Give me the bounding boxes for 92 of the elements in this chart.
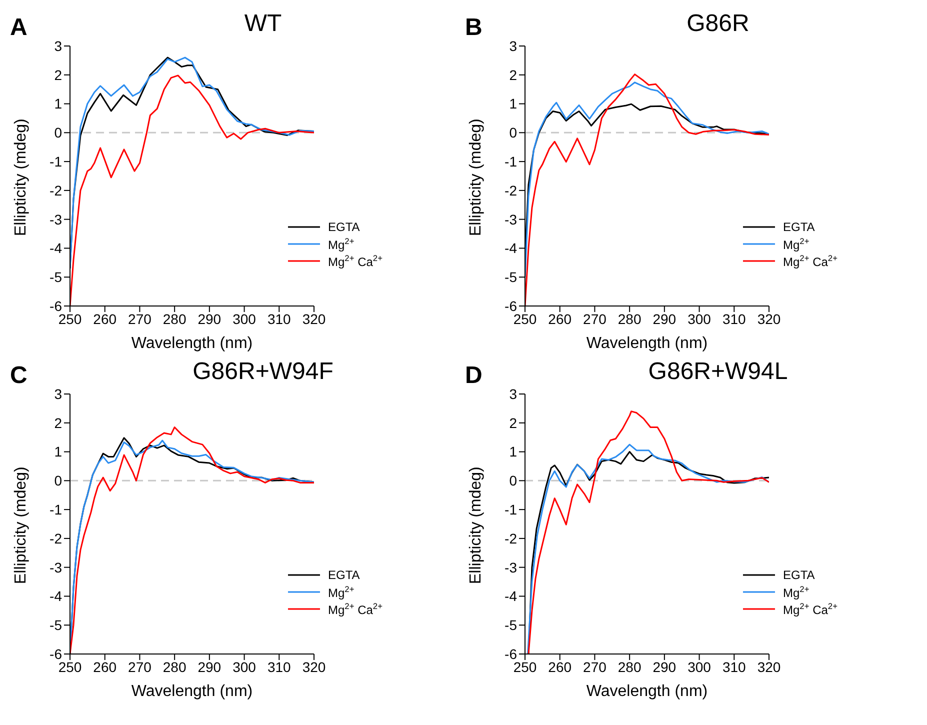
y-tick-label: -2	[504, 182, 518, 198]
x-tick-label: 280	[618, 310, 642, 327]
y-tick-label: -3	[504, 211, 518, 228]
y-tick-label: 1	[509, 96, 518, 112]
x-tick-label: 320	[302, 310, 326, 327]
x-tick-label: 270	[128, 310, 152, 327]
text: D	[465, 362, 482, 390]
chart-title: WT	[243, 10, 283, 38]
x-axis-title: Wavelength (nm)	[586, 683, 708, 700]
y-tick-label: -4	[504, 588, 518, 604]
y-tick-label: -1	[50, 502, 62, 518]
y-tick-label: 0	[509, 124, 518, 141]
y-tick-label: 3	[509, 38, 518, 54]
legend-label: EGTA	[328, 568, 360, 582]
y-tick-label: 1	[54, 444, 62, 460]
x-tick-label: 260	[548, 658, 572, 675]
legend-label: Mg$^{2+}$ Ca$^{2+}$	[783, 600, 838, 616]
y-tick-label: -3	[504, 559, 518, 576]
legend-label: EGTA	[328, 220, 360, 234]
y-tick-label: -1	[504, 502, 518, 518]
y-axis-title: Ellipticity (mdeg)	[468, 118, 485, 236]
x-tick-label: 290	[652, 310, 676, 327]
legend-label: EGTA	[783, 568, 815, 582]
legend-label: Mg$^{2+}$	[328, 236, 354, 252]
legend-label: Mg$^{2+}$	[783, 236, 810, 252]
legend-label: EGTA	[783, 220, 815, 234]
x-tick-label: 270	[583, 310, 607, 327]
text: A	[10, 14, 28, 42]
x-tick-label: 320	[302, 658, 326, 675]
x-tick-label: 300	[232, 658, 256, 675]
legend-label: Mg$^{2+}$ Ca$^{2+}$	[328, 252, 382, 268]
x-axis-title: Wavelength (nm)	[131, 683, 253, 700]
x-tick-label: 300	[688, 658, 712, 675]
y-tick-label: -4	[50, 588, 62, 604]
x-tick-label: 260	[93, 310, 117, 327]
y-axis-title: Ellipticity (mdeg)	[12, 118, 30, 236]
y-tick-label: 0	[54, 472, 62, 489]
y-tick-label: 3	[509, 386, 518, 402]
chart-title: G86R	[686, 10, 750, 38]
x-tick-label: 260	[548, 310, 572, 327]
y-axis-title: Ellipticity (mdeg)	[468, 466, 485, 584]
chart-title: G86R+W94L	[647, 358, 789, 386]
x-tick-label: 310	[722, 310, 746, 327]
x-tick-label: 310	[722, 658, 746, 675]
y-axis-title: Ellipticity (mdeg)	[12, 466, 30, 584]
x-tick-label: 320	[757, 658, 781, 675]
y-tick-label: 3	[54, 386, 62, 402]
y-tick-label: 0	[509, 472, 518, 489]
y-tick-label: -5	[50, 269, 62, 286]
x-axis-title: Wavelength (nm)	[586, 335, 708, 352]
legend-label: Mg$^{2+}$	[783, 584, 810, 600]
x-tick-label: 270	[583, 658, 607, 675]
y-tick-label: -2	[50, 530, 62, 546]
x-tick-label: 310	[267, 658, 292, 675]
y-tick-label: 0	[54, 124, 62, 141]
legend-label: Mg$^{2+}$ Ca$^{2+}$	[328, 600, 382, 616]
x-tick-label: 280	[618, 658, 642, 675]
y-tick-label: -5	[50, 617, 62, 634]
chart-title: G86R+W94F	[192, 358, 334, 386]
legend-label: Mg$^{2+}$ Ca$^{2+}$	[783, 252, 838, 268]
text: B	[465, 14, 482, 42]
y-tick-label: 1	[54, 96, 62, 112]
y-tick-label: -5	[504, 617, 518, 634]
text: C	[10, 362, 28, 390]
x-tick-label: 280	[162, 310, 186, 327]
x-tick-label: 260	[93, 658, 117, 675]
x-tick-label: 320	[757, 310, 781, 327]
y-tick-label: -2	[504, 530, 518, 546]
x-axis-title: Wavelength (nm)	[131, 335, 253, 352]
y-tick-label: 2	[54, 414, 62, 431]
y-tick-label: -4	[50, 240, 62, 256]
y-tick-label: 2	[509, 66, 518, 83]
y-tick-label: 2	[54, 66, 62, 83]
y-tick-label: -1	[504, 154, 518, 170]
x-tick-label: 300	[688, 310, 712, 327]
y-tick-label: -2	[50, 182, 62, 198]
y-tick-label: 1	[509, 444, 518, 460]
y-tick-label: -3	[50, 211, 62, 228]
x-tick-label: 290	[198, 658, 222, 675]
legend-label: Mg$^{2+}$	[328, 584, 354, 600]
y-tick-label: -1	[50, 154, 62, 170]
y-tick-label: 3	[54, 38, 62, 54]
x-tick-label: 290	[652, 658, 676, 675]
y-tick-label: -5	[504, 269, 518, 286]
x-tick-label: 310	[267, 310, 292, 327]
x-tick-label: 270	[128, 658, 152, 675]
y-tick-label: 2	[509, 414, 518, 431]
y-tick-label: -4	[504, 240, 518, 256]
x-tick-label: 300	[232, 310, 256, 327]
y-tick-label: -3	[50, 559, 62, 576]
x-tick-label: 290	[198, 310, 222, 327]
x-tick-label: 280	[162, 658, 186, 675]
